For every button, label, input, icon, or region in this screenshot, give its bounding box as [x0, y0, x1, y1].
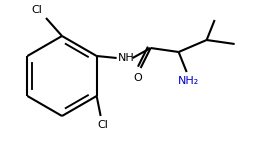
- Text: Cl: Cl: [97, 120, 108, 130]
- Text: O: O: [133, 73, 142, 83]
- Text: Cl: Cl: [31, 5, 42, 15]
- Text: NH₂: NH₂: [178, 76, 199, 86]
- Text: NH: NH: [118, 53, 134, 63]
